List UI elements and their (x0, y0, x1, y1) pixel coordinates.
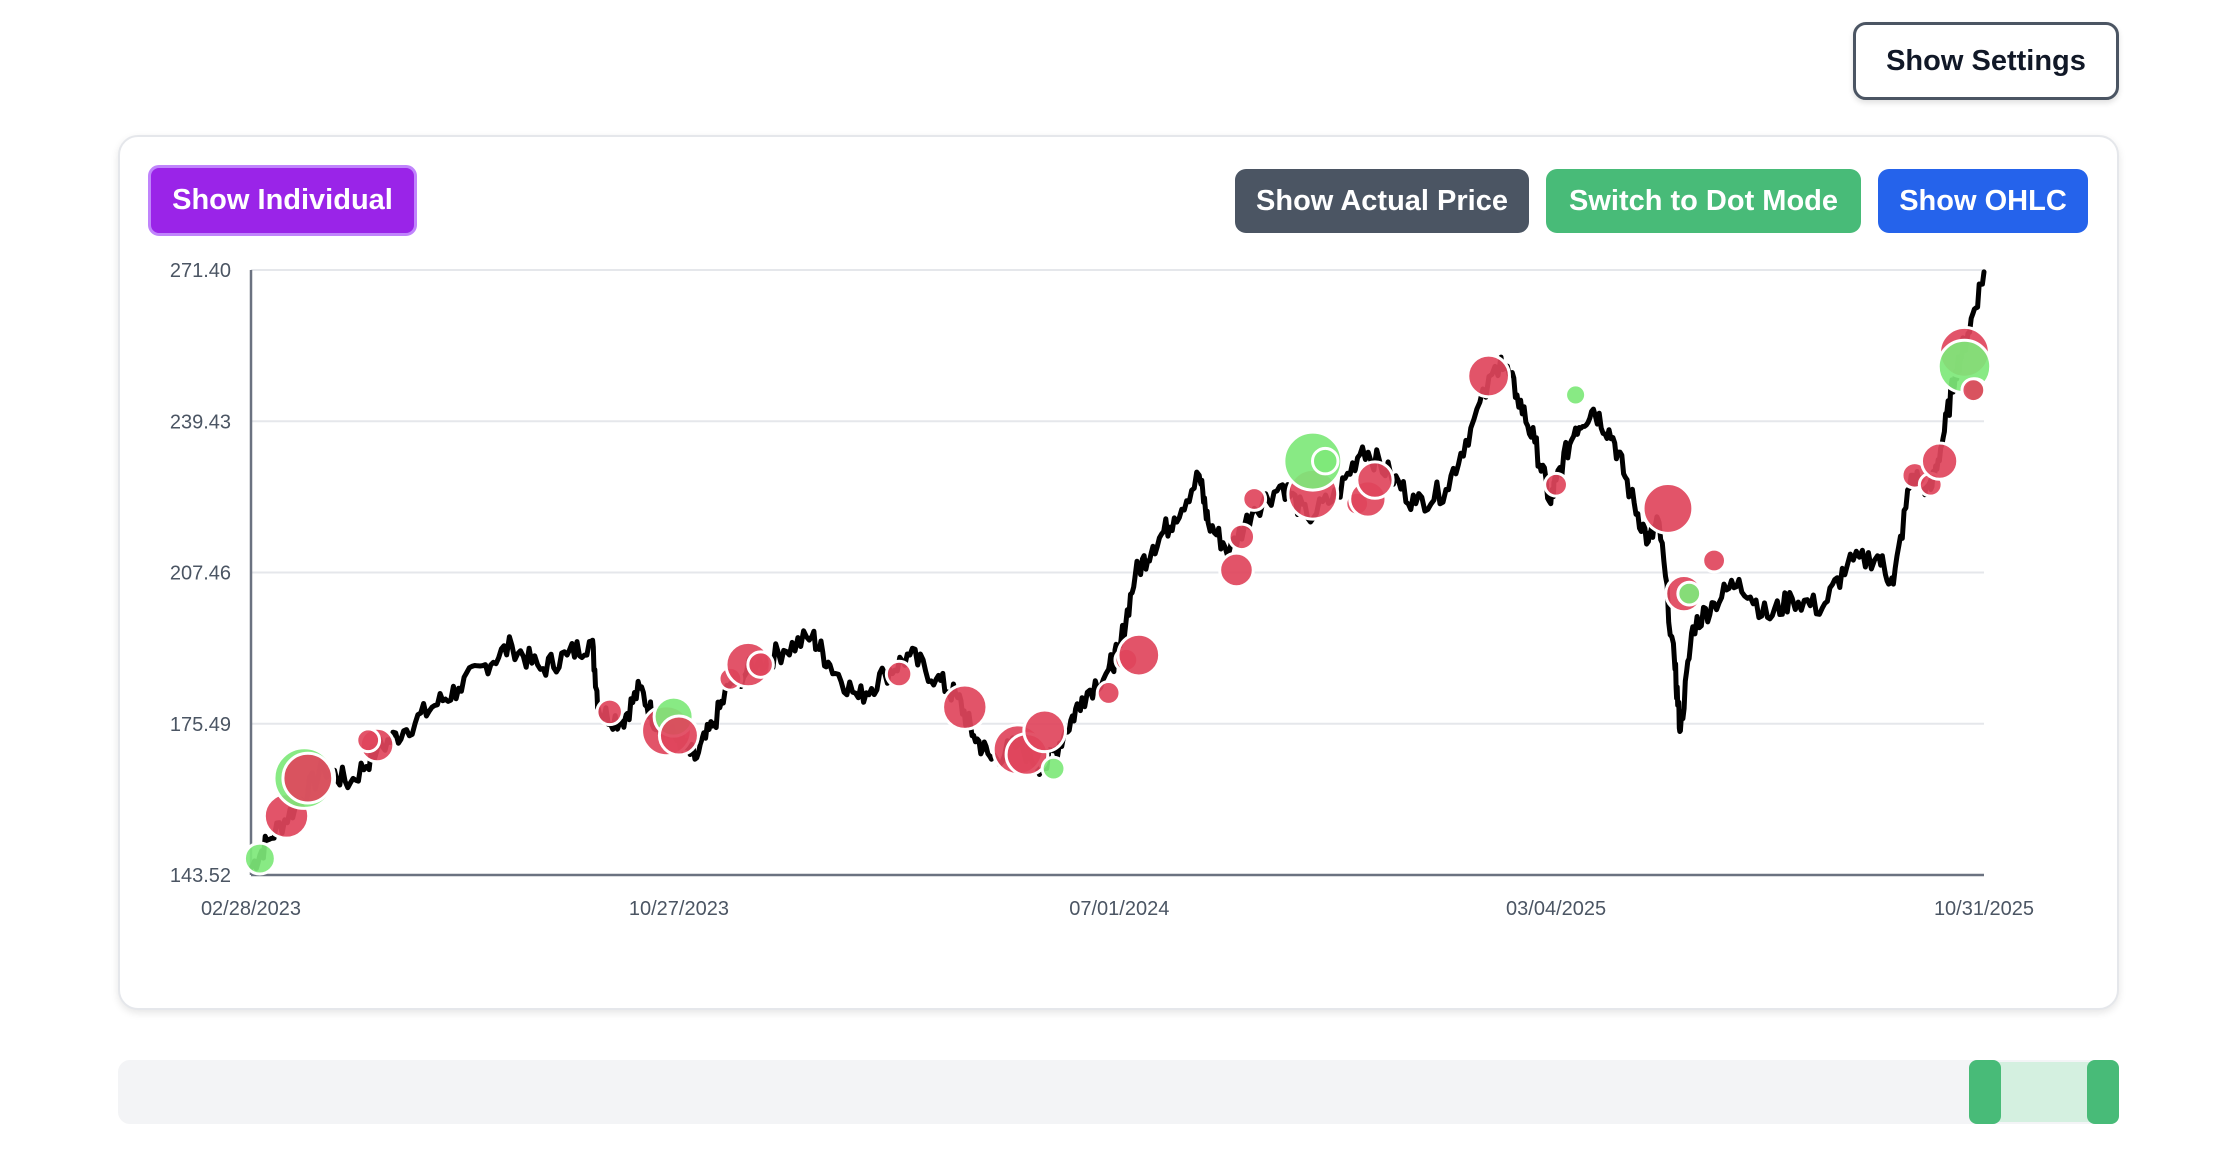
buy-marker[interactable] (242, 841, 277, 876)
y-tick-labels: 143.52 175.49 207.46 239.43 271.40 (170, 260, 231, 887)
x-tick-label: 10/31/2025 (1934, 898, 2034, 920)
range-slider-track[interactable] (118, 1060, 2119, 1124)
sell-marker[interactable] (1218, 551, 1255, 589)
range-slider-selection[interactable] (1984, 1062, 2103, 1122)
sell-marker[interactable] (1543, 471, 1569, 498)
sell-marker[interactable] (1960, 377, 1987, 404)
sell-marker[interactable] (281, 751, 335, 805)
sell-marker[interactable] (1641, 482, 1695, 535)
trade-markers[interactable] (242, 325, 1993, 876)
sell-marker[interactable] (746, 650, 775, 679)
sell-marker[interactable] (1701, 547, 1728, 574)
sell-marker[interactable] (941, 683, 989, 731)
sell-marker[interactable] (595, 697, 624, 727)
range-slider-right-handle[interactable] (2087, 1060, 2119, 1124)
x-tick-label: 03/04/2025 (1506, 898, 1606, 920)
grid-lines (251, 269, 1984, 725)
show-ohlc-button[interactable]: Show OHLC (1878, 169, 2088, 233)
price-line (248, 269, 1987, 872)
sell-marker[interactable] (1466, 353, 1511, 399)
show-individual-button[interactable]: Show Individual (148, 165, 417, 236)
buy-marker[interactable] (1040, 755, 1067, 782)
y-tick-label: 239.43 (170, 411, 231, 433)
sell-marker[interactable] (884, 659, 914, 689)
price-line-layer (248, 269, 1987, 872)
sell-marker[interactable] (1227, 522, 1257, 552)
sell-marker[interactable] (1355, 460, 1395, 500)
x-tick-labels: 02/28/2023 10/27/2023 07/01/2024 03/04/2025… (201, 898, 2034, 920)
buy-marker[interactable] (1676, 580, 1703, 607)
show-settings-button[interactable]: Show Settings (1853, 22, 2119, 100)
range-slider-left-handle[interactable] (1968, 1060, 2001, 1124)
sell-marker[interactable] (1095, 680, 1122, 706)
sell-marker[interactable] (1116, 632, 1162, 678)
y-tick-label: 175.49 (170, 714, 231, 736)
y-tick-label: 207.46 (170, 563, 231, 585)
y-tick-label: 271.40 (170, 260, 231, 282)
sell-marker[interactable] (355, 727, 382, 754)
x-tick-label: 10/27/2023 (629, 898, 729, 920)
sell-marker[interactable] (1241, 486, 1268, 512)
sell-marker[interactable] (657, 714, 700, 757)
x-tick-label: 07/01/2024 (1069, 898, 1169, 920)
price-chart[interactable]: 143.52 175.49 207.46 239.43 271.40 02/28/202… (0, 0, 2219, 1010)
x-tick-label: 02/28/2023 (201, 898, 301, 920)
switch-to-dot-mode-button[interactable]: Switch to Dot Mode (1546, 169, 1861, 233)
axes (249, 270, 1984, 877)
buy-marker[interactable] (1310, 446, 1340, 476)
sell-marker[interactable] (1022, 708, 1068, 754)
sell-marker[interactable] (1919, 441, 1960, 481)
buy-marker[interactable] (1564, 383, 1588, 407)
show-actual-price-button[interactable]: Show Actual Price (1235, 169, 1529, 233)
y-tick-label: 143.52 (170, 865, 231, 887)
